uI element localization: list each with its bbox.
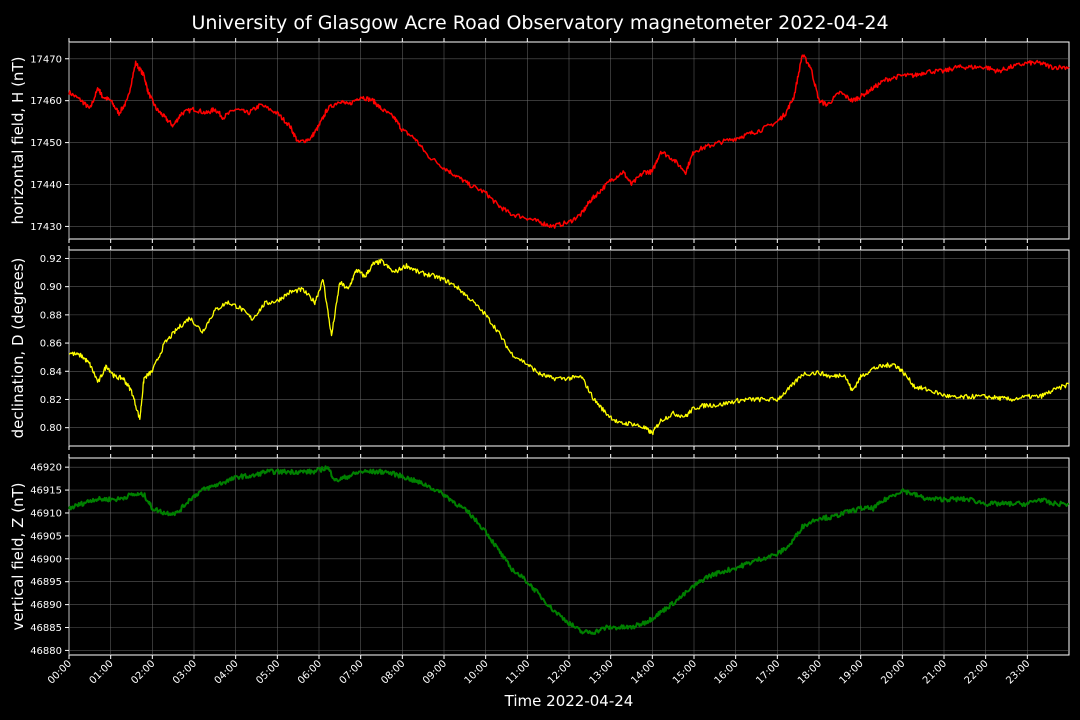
- x-tick-label: 06:00: [296, 658, 324, 686]
- x-tick-label: 16:00: [713, 658, 741, 686]
- y-tick-label: 46915: [30, 486, 62, 497]
- x-tick-label: 15:00: [671, 658, 699, 686]
- y-tick-label: 0.92: [40, 254, 62, 265]
- panel-2: 0.80 0.82 0.84 0.86 0.88 0.90 0.92 declination,…: [9, 246, 1070, 450]
- x-tick-label: 08:00: [379, 658, 407, 686]
- series-line: [69, 258, 1070, 436]
- series-line: [68, 465, 1070, 635]
- y-axis-label: declination, D (degrees): [9, 258, 27, 439]
- y-tick-label: 46920: [30, 463, 62, 474]
- chart-title: University of Glasgow Acre Road Observat…: [191, 12, 888, 34]
- y-tick-label: 17460: [30, 96, 62, 107]
- x-tick-label: 02:00: [129, 658, 157, 686]
- y-tick-label: 46900: [30, 554, 62, 565]
- x-tick-label: 21:00: [921, 658, 949, 686]
- y-tick-label: 17440: [30, 180, 62, 191]
- y-tick-label: 46880: [30, 646, 62, 657]
- y-tick-label: 0.84: [40, 367, 62, 378]
- x-tick-label: 09:00: [421, 658, 449, 686]
- x-tick-label: 07:00: [338, 658, 366, 686]
- y-tick-label: 0.82: [40, 395, 62, 406]
- x-tick-label: 18:00: [796, 658, 824, 686]
- x-tick-label: 17:00: [754, 658, 782, 686]
- x-tick-label: 04:00: [213, 658, 241, 686]
- x-tick-label: 13:00: [588, 658, 616, 686]
- y-axis-label: horizontal field, H (nT): [9, 57, 27, 225]
- y-tick-label: 17470: [30, 54, 62, 65]
- x-tick-label: 03:00: [171, 658, 199, 686]
- y-tick-label: 0.86: [40, 339, 62, 350]
- y-tick-label: 46905: [30, 531, 62, 542]
- x-tick-label: 01:00: [88, 658, 116, 686]
- y-tick-label: 46895: [30, 577, 62, 588]
- y-tick-label: 0.80: [40, 423, 62, 434]
- y-tick-label: 46890: [30, 600, 62, 611]
- y-tick-label: 46885: [30, 623, 62, 634]
- x-tick-label: 10:00: [463, 658, 491, 686]
- x-tick-label: 05:00: [254, 658, 282, 686]
- y-tick-label: 17430: [30, 222, 62, 233]
- x-tick-label: 19:00: [838, 658, 866, 686]
- series-line: [68, 54, 1070, 229]
- y-tick-label: 46910: [30, 508, 62, 519]
- x-tick-label: 14:00: [629, 658, 657, 686]
- y-axis-label: vertical field, Z (nT): [9, 482, 27, 630]
- x-tick-label: 20:00: [879, 658, 907, 686]
- y-tick-label: 0.90: [40, 282, 62, 293]
- x-tick-label: 22:00: [963, 658, 991, 686]
- x-tick-label: 00:00: [46, 658, 74, 686]
- panel-3: 46880 46885 46890 46895 46900 46905 46910 46915…: [9, 454, 1070, 659]
- x-tick-label: 23:00: [1004, 658, 1032, 686]
- x-axis-label: Time 2022-04-24: [504, 692, 634, 710]
- x-tick-label: 11:00: [504, 658, 532, 686]
- x-tick-labels: 00:00 01:00 02:00 03:00 04:00 05:00 06:00 07:00…: [46, 658, 1032, 686]
- y-tick-label: 0.88: [40, 310, 62, 321]
- x-tick-label: 12:00: [546, 658, 574, 686]
- y-tick-label: 17450: [30, 138, 62, 149]
